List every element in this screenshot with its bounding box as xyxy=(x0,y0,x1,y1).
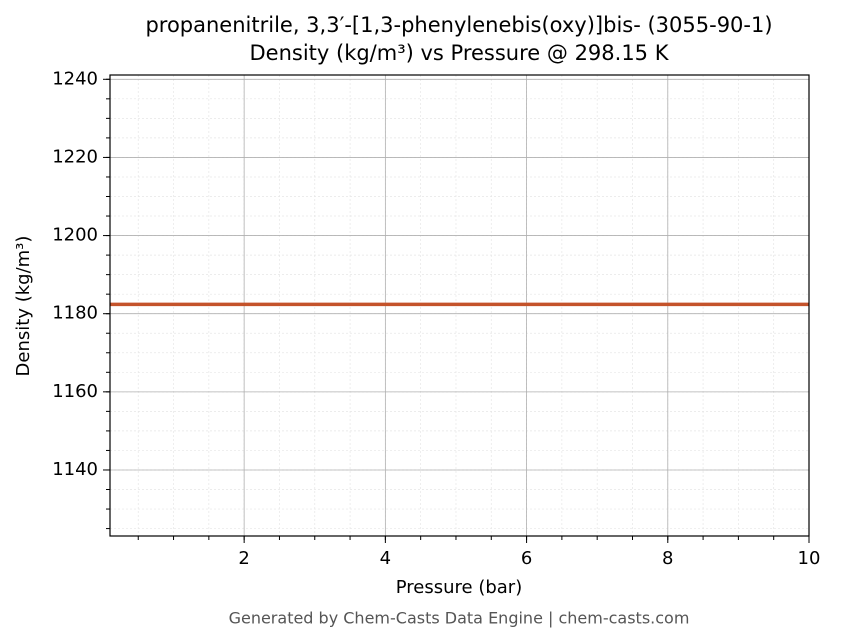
y-tick-label: 1160 xyxy=(52,381,98,402)
y-tick-label: 1180 xyxy=(52,303,98,324)
y-tick-label: 1240 xyxy=(52,68,98,89)
chart-title: propanenitrile, 3,3′-[1,3-phenylenebis(o… xyxy=(145,13,772,37)
x-tick-label: 2 xyxy=(238,548,249,569)
y-tick-label: 1140 xyxy=(52,459,98,480)
footer: Generated by Chem-Casts Data Engine | ch… xyxy=(229,609,690,628)
x-tick-label: 6 xyxy=(521,548,532,569)
y-tick-label: 1200 xyxy=(52,225,98,246)
x-tick-label: 10 xyxy=(798,548,821,569)
plot-frame xyxy=(109,74,810,537)
y-axis-label: Density (kg/m³) xyxy=(13,236,34,377)
x-axis-label: Pressure (bar) xyxy=(396,577,522,598)
chart-subtitle: Density (kg/m³) vs Pressure @ 298.15 K xyxy=(249,41,669,65)
x-tick-label: 8 xyxy=(662,548,673,569)
x-tick-label: 4 xyxy=(380,548,391,569)
y-tick-label: 1220 xyxy=(52,146,98,167)
